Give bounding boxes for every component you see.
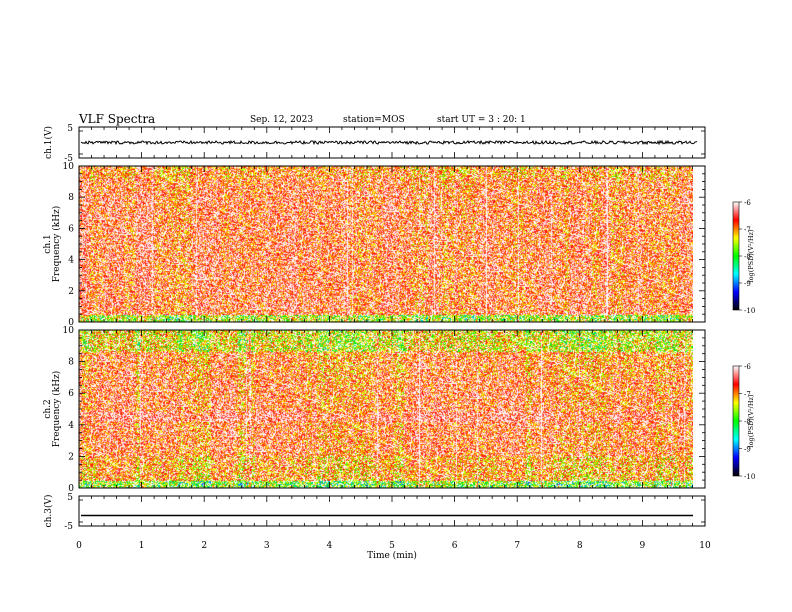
time-axis-label: Time (min) [367,550,417,561]
ch3-voltage-axis-label: ch.3(V) [43,495,54,528]
time-tick-label: 1 [139,541,145,551]
station-label: station=MOS [343,115,405,125]
ch2-colorbar [732,365,740,477]
ch1-y-tick-label: 2 [68,287,74,297]
ch2-y-tick-label: 0 [68,484,74,494]
ch2-y-tick-label: 2 [68,452,74,462]
ch2-channel-label: ch.2 [43,399,53,418]
figure-title: VLF Spectra [79,112,156,126]
time-tick-label: 9 [640,541,646,551]
time-tick-label: 7 [514,541,520,551]
ch1-voltage-axis-label: ch.1(V) [43,126,54,159]
ch3-y-tick-label: -5 [64,522,73,532]
ch2-colorbar-tick-label: -6 [744,363,751,371]
ch2-colorbar-tick-label: -7 [744,391,751,399]
ch1-colorbar-tick-label: -7 [744,226,751,234]
ch1-colorbar-label: log(PSD)(V²/Hz) [747,229,755,282]
time-tick-label: 3 [264,541,270,551]
time-tick-label: 2 [201,541,207,551]
ch2-y-tick-label: 8 [68,358,74,368]
ch2-y-tick-label: 10 [63,326,75,336]
ch1-colorbar-tick-label: -6 [744,199,751,207]
ch1-y-tick-label: 8 [68,193,74,203]
ch2-y-tick-label: 6 [68,389,74,399]
ch2-frequency-axis-label: Frequency (kHz) [51,371,62,448]
time-tick-label: 6 [452,541,458,551]
date-label: Sep. 12, 2023 [250,115,314,125]
ch1-y-tick-label: 10 [63,162,75,172]
ch2-y-tick-label: 4 [68,421,74,431]
ch3-y-tick-label: 5 [67,493,73,503]
ch1-y-tick-label: 6 [68,224,74,234]
start-time-label: start UT = 3 : 20: 1 [437,115,526,125]
ch1-frequency-axis-label: Frequency (kHz) [51,206,62,283]
ch1-y-tick-label: 5 [67,124,73,134]
time-tick-label: 8 [577,541,583,551]
ch1-colorbar-tick-label: -9 [744,280,751,288]
ch2-colorbar-tick-label: -8 [744,418,751,426]
ch2-colorbar-label: log(PSD)(V²/Hz) [747,394,755,447]
ch1-colorbar-tick-label: -8 [744,253,751,261]
ch1-colorbar [732,201,740,311]
ch2-colorbar-tick-label: -10 [744,473,755,481]
ch1-colorbar-tick-label: -10 [744,307,755,315]
ch1-channel-label: ch.1 [43,234,53,253]
time-tick-label: 0 [76,541,82,551]
ch1-spectrogram-image [79,166,693,322]
ch1-y-tick-label: -5 [64,154,73,164]
ch1-y-tick-label: 4 [68,256,74,266]
time-tick-label: 5 [389,541,395,551]
ch2-spectrogram-image [79,330,693,488]
time-tick-label: 10 [699,541,711,551]
ch1-waveform-trace [80,139,698,146]
time-tick-label: 4 [327,541,333,551]
ch1-y-tick-label: 0 [68,318,74,328]
ch2-colorbar-tick-label: -9 [744,446,751,454]
